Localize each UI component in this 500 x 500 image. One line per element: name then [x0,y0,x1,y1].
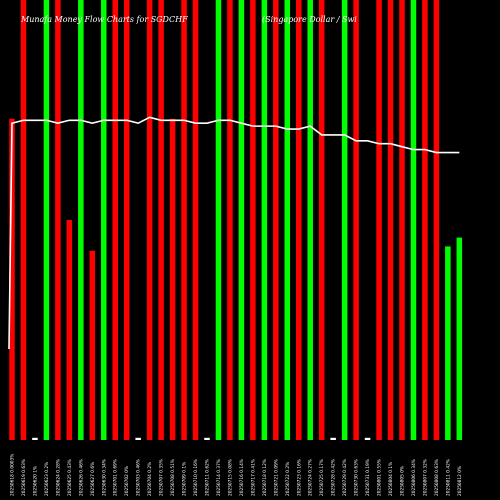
x-tick-label-4: 20250624 0.28% [55,459,61,496]
x-tick-labels: 20250618 0.0003% 20250619 0.63% 20250620 1… [10,454,463,496]
x-tick-label-17: 20250711 0.62% [204,459,210,496]
x-tick-label-25: 20250723 0.16% [296,459,302,496]
bar-3 [43,0,50,440]
x-tick-label-10: 20250702 0% [124,466,130,496]
x-tick-label-30: 20250730 0.63% [354,459,360,496]
title-group: Munafa Money Flow Charts for SGDCHF (Sin… [20,15,357,24]
x-tick-label-28: 20250728 0.42% [331,459,337,496]
x-tick-label-32: 20250801 0.55% [377,459,383,496]
bar-33 [387,0,394,440]
bar-38 [445,246,451,440]
bar-23 [273,0,279,440]
bar-1 [20,0,27,440]
price-line-group [8,116,460,350]
bar-27 [318,0,325,440]
x-tick-label-36: 20250807 0.32% [422,459,428,496]
x-tick-label-18: 20250714 0.37% [216,459,222,496]
x-tick-label-15: 20250709 0.1% [182,462,188,496]
bar-19 [227,0,233,440]
bar-37 [433,0,440,440]
x-tick-label-0: 20250618 0.0003% [10,454,16,496]
bar-11 [135,437,141,440]
bar-0 [9,118,15,441]
x-tick-label-16: 20250710 0.16% [193,459,199,496]
x-tick-label-6: 20250626 0.46% [78,459,84,496]
bar-31 [364,437,371,440]
bar-30 [353,0,359,440]
bar-26 [307,0,313,440]
bar-4 [55,0,61,440]
x-tick-label-1: 20250619 0.63% [21,459,27,496]
x-tick-label-34: 20250805 0% [399,466,405,496]
x-tick-label-20: 20250716 0.14% [239,459,245,496]
x-tick-label-8: 20250630 0.34% [101,459,107,496]
bar-22 [261,0,268,440]
chart-title-right: (Singapore Dollar / Swi [262,15,357,24]
x-tick-label-13: 20250707 0.35% [159,459,165,496]
x-tick-label-27: 20250725 0.17% [319,459,325,496]
x-tick-label-7: 20250627 0.6% [90,462,96,496]
bar-32 [376,0,382,440]
x-tick-label-31: 20250731 0.19% [365,459,371,496]
x-tick-label-23: 20250721 0.09% [273,459,279,496]
x-tick-label-29: 20250729 0.42% [342,459,348,496]
bar-21 [250,0,256,440]
x-tick-label-39: 20250812 0% [457,466,463,496]
bar-10 [123,0,130,440]
x-tick-label-37: 20250808 0.63% [434,459,440,496]
x-tick-label-26: 20250724 0.27% [308,459,314,496]
x-tick-label-35: 20250806 0.34% [411,459,417,496]
x-tick-label-3: 20250623 0.2% [44,462,50,496]
bar-20 [238,0,245,440]
x-tick-label-24: 20250722 0.2% [285,462,291,496]
bar-24 [284,0,291,440]
bar-15 [181,0,187,440]
x-tick-label-22: 20250718 0.12% [262,459,268,496]
x-tick-label-14: 20250708 0.51% [170,459,176,496]
x-tick-label-21: 20250717 0.41% [250,459,256,496]
bar-16 [192,0,199,440]
bar-12 [146,0,153,440]
bar-25 [296,0,302,440]
bar-14 [169,118,176,441]
price-line [8,116,460,350]
bar-7 [89,250,96,440]
bar-9 [112,0,118,440]
bar-5 [66,220,73,440]
bar-13 [158,0,164,440]
bar-6 [78,0,84,440]
x-tick-label-12: 20250704 0.2% [147,462,153,496]
x-tick-label-5: 20250625 0.43% [67,459,73,496]
bar-34 [399,0,405,440]
x-tick-label-33: 20250804 0.1% [388,462,394,496]
bar-8 [101,0,107,440]
bar-17 [204,437,210,440]
bar-35 [410,0,417,440]
bar-39 [456,237,463,440]
bar-28 [330,437,336,440]
bar-29 [341,0,348,440]
x-tick-label-19: 20250715 0.08% [227,459,233,496]
x-tick-label-2: 20250620 1% [32,466,38,496]
bar-18 [215,0,222,440]
chart-title-left: Munafa Money Flow Charts for SGDCHF [20,15,188,24]
bar-36 [422,0,428,440]
x-tick-label-38: 20250811 0.42% [445,459,451,496]
x-tick-label-9: 20250701 0.69% [113,459,119,496]
bar-2 [32,437,38,440]
bars-group [9,0,463,441]
x-tick-label-11: 20250703 0.46% [136,459,142,496]
